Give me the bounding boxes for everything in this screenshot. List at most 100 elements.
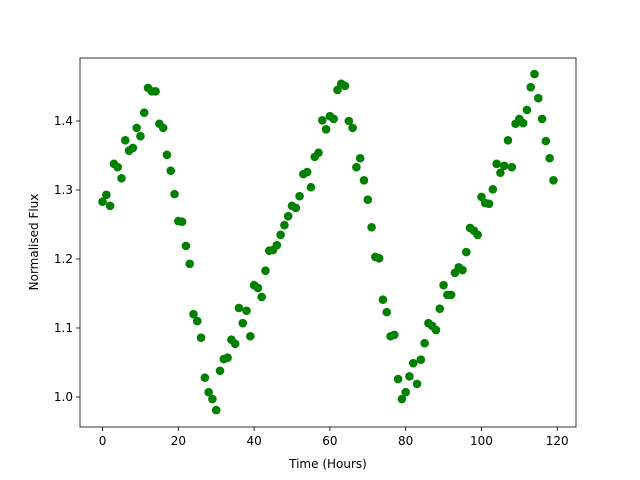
point [211,405,221,415]
point [120,136,130,145]
point [393,374,403,384]
y-tick-label: 1.2 [54,252,73,266]
y-tick-label: 1.1 [54,321,73,335]
point [162,150,172,160]
point [200,373,210,382]
point [291,203,301,213]
point [242,306,251,316]
x-tick-label: 40 [246,434,261,448]
point [537,114,547,124]
point [98,197,107,207]
point [496,168,505,178]
point [158,123,168,133]
point [533,93,543,103]
point [522,105,532,115]
point [283,211,293,221]
x-tick-label: 0 [99,434,107,448]
point [113,162,123,172]
point [382,307,392,317]
point [204,387,213,397]
point [189,309,198,319]
point [431,325,441,335]
point [230,339,240,349]
point [462,247,471,257]
point [477,192,486,202]
point [378,295,388,304]
axes-frame [79,57,577,428]
point [314,148,323,158]
x-tick-label: 100 [470,434,493,448]
point [208,394,217,404]
y-tick-label: 1.3 [54,183,73,197]
point [223,353,232,362]
point [473,230,482,240]
point [416,355,426,365]
point [359,176,369,185]
point [318,116,327,125]
point [276,230,285,240]
point [192,316,202,326]
point [374,254,384,263]
point [526,82,536,92]
point [333,85,342,95]
point [499,161,509,171]
point [280,220,289,230]
x-tick-label: 80 [398,434,413,448]
point [484,199,494,209]
point [488,185,498,194]
point [507,162,517,172]
point [234,303,244,313]
point [329,114,338,124]
point [136,131,145,141]
point [272,240,282,250]
point [348,123,357,133]
point [401,387,410,397]
point [367,222,376,232]
point [397,394,407,404]
point [306,182,316,192]
x-tick-label: 120 [546,434,569,448]
point [170,189,179,199]
point [355,153,365,163]
point [321,124,331,134]
point [530,69,539,79]
point [261,266,270,276]
point [166,166,176,175]
point [181,241,191,251]
point [215,366,225,376]
point [458,265,467,275]
point [518,118,528,128]
point [435,304,445,313]
point [439,280,448,290]
point [420,338,429,348]
point [132,123,141,133]
point [352,162,361,172]
point [196,333,206,342]
x-axis-label: Time (Hours) [288,457,367,471]
point [295,191,304,201]
point [257,292,266,302]
point [545,153,554,163]
y-tick-label: 1.4 [54,114,73,128]
point [340,81,350,91]
point [412,379,422,389]
point [102,190,111,200]
point [363,195,373,204]
point [253,283,263,293]
point [492,159,501,169]
point [238,318,248,328]
x-tick-label: 60 [322,434,337,448]
point [185,259,194,269]
point [446,290,456,300]
point [105,201,115,211]
y-axis-label: Normalised Flux [27,194,41,291]
point [503,136,513,145]
point [139,108,149,118]
point [541,136,551,146]
point [246,331,255,341]
point [390,330,399,340]
point [177,217,187,227]
y-tick-label: 1.0 [54,390,73,404]
point [408,358,418,368]
